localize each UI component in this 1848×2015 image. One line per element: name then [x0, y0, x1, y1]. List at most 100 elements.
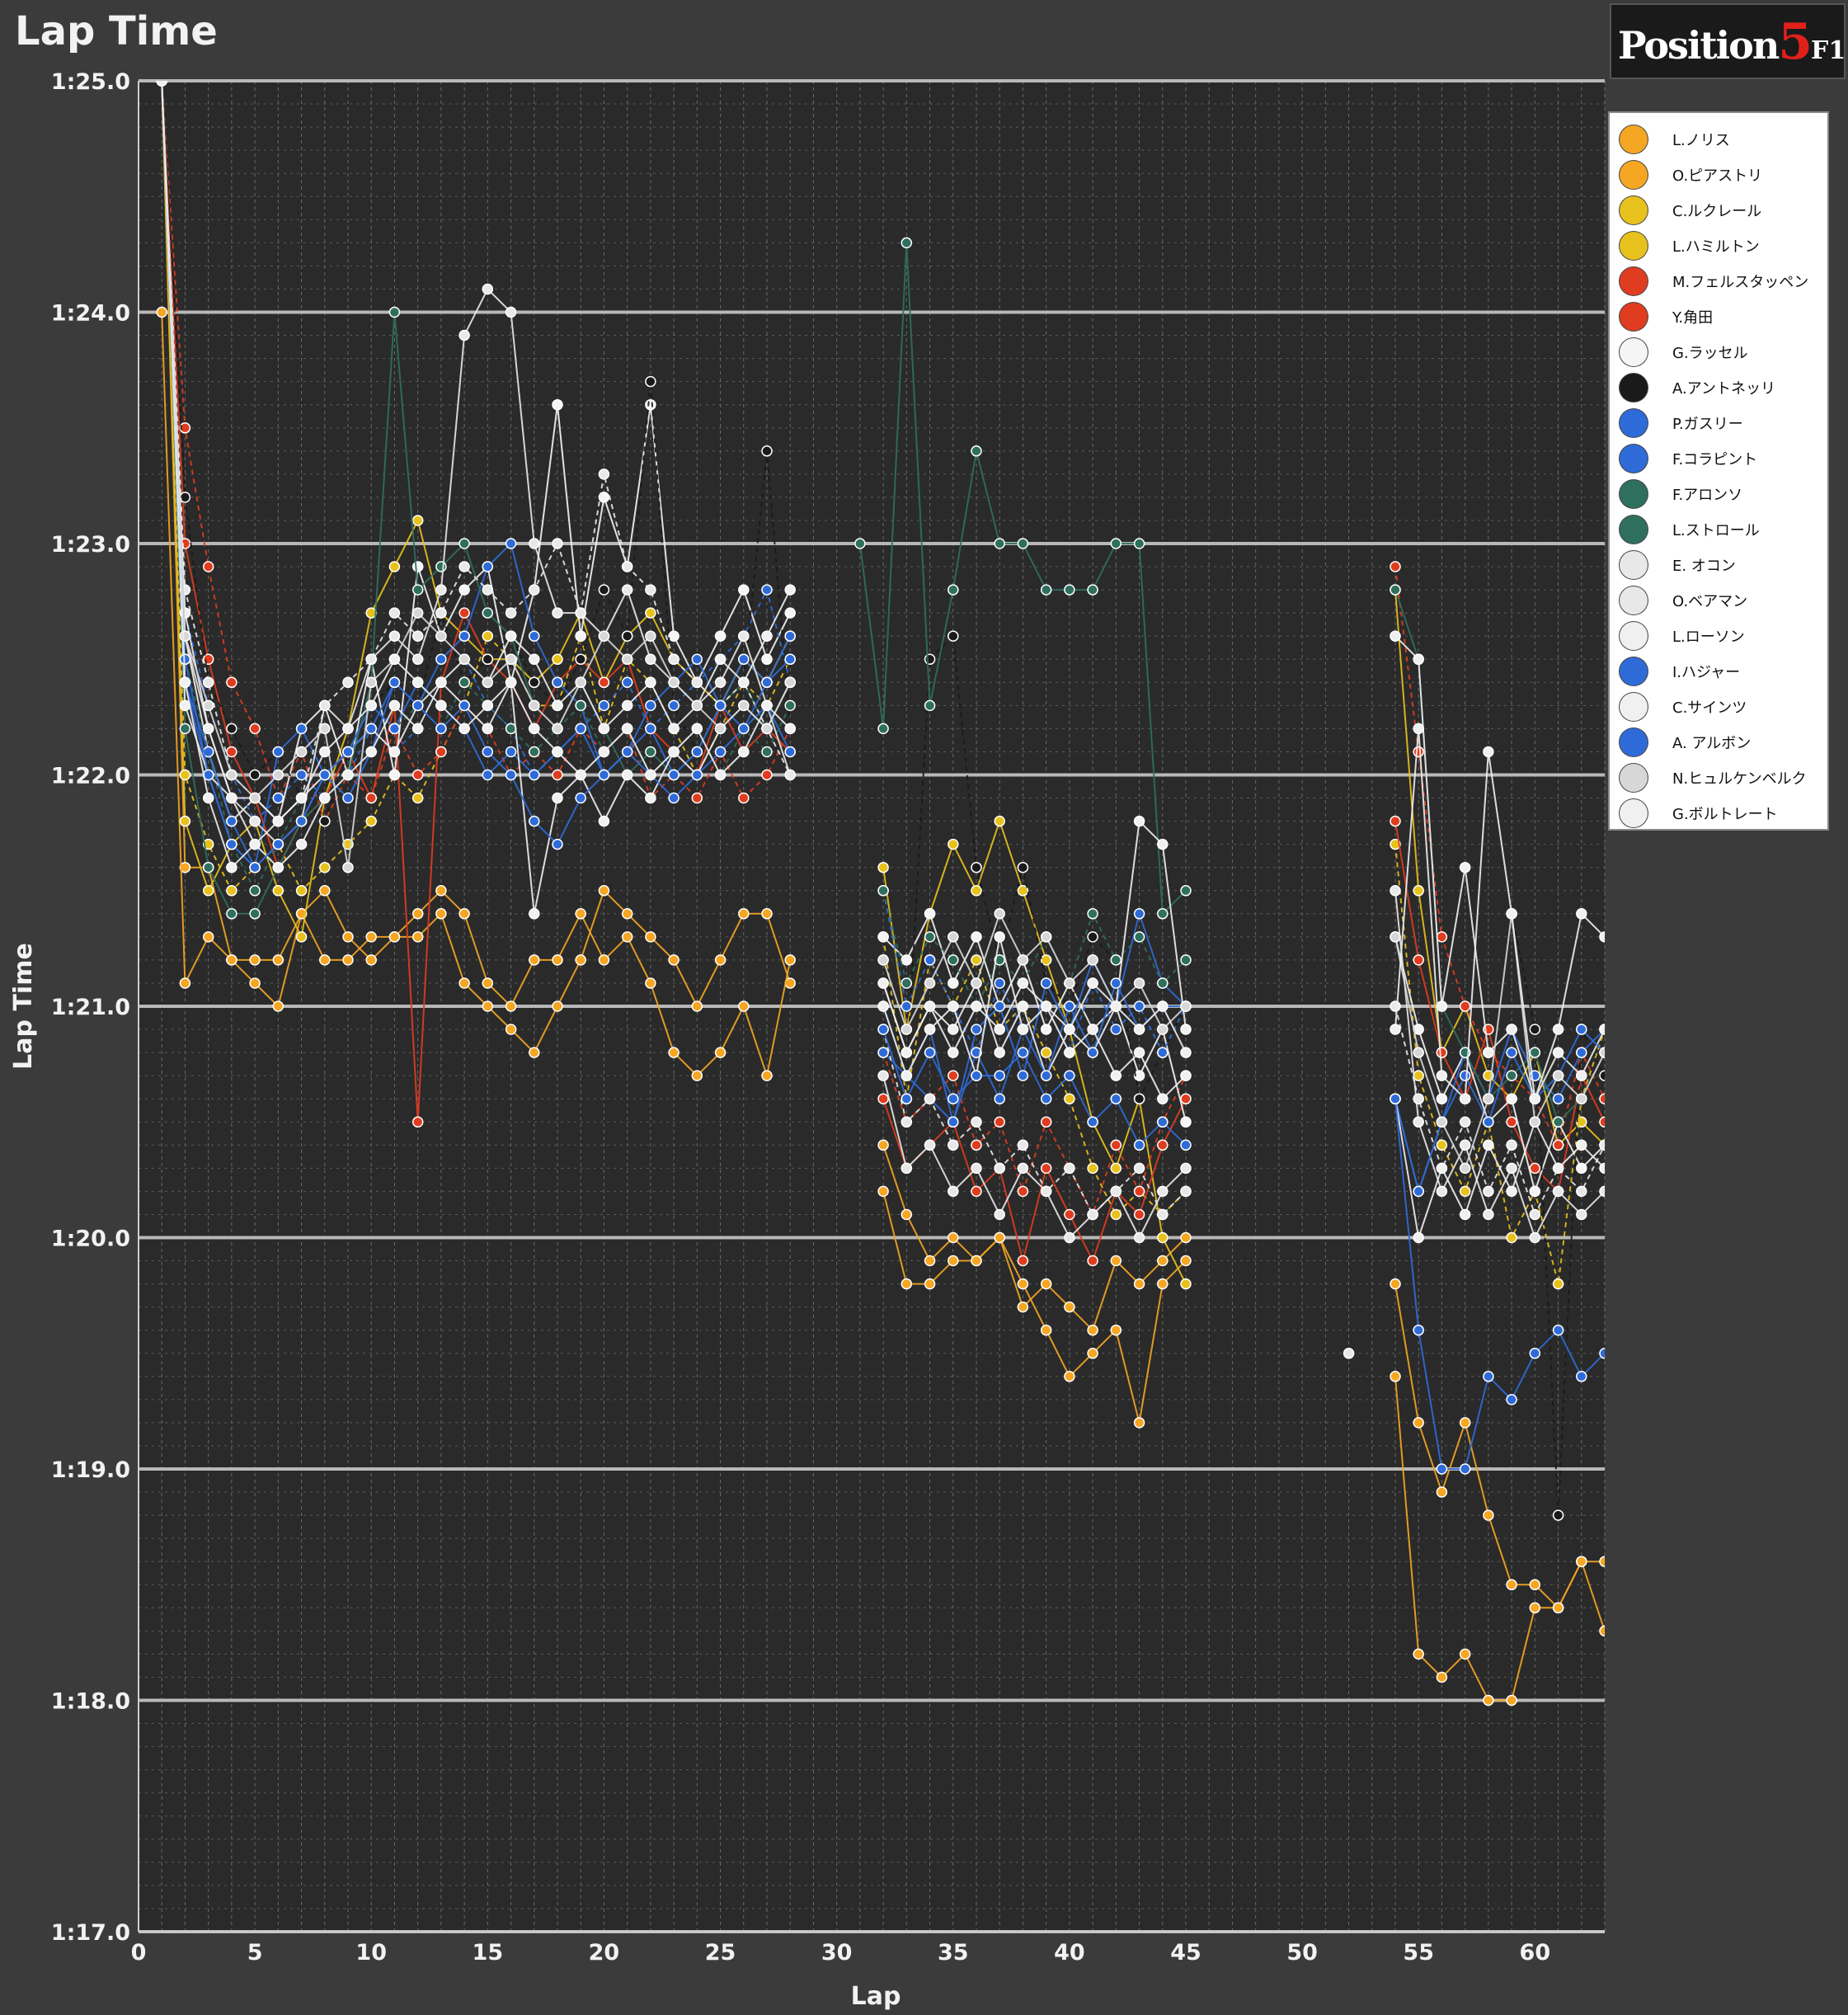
legend-label: L.ハミルトン	[1672, 238, 1760, 256]
data-point	[1506, 1185, 1517, 1198]
data-point	[1157, 1139, 1169, 1151]
data-point	[388, 607, 401, 619]
legend-item: G.ボルトレート	[1620, 797, 1822, 830]
data-point	[1064, 584, 1075, 596]
data-point	[226, 769, 237, 781]
data-point	[458, 538, 470, 549]
data-point	[1110, 1000, 1122, 1012]
data-point	[1413, 1324, 1424, 1336]
data-point	[900, 1278, 913, 1290]
series-line	[161, 81, 792, 869]
data-point	[1506, 1024, 1517, 1035]
data-point	[1459, 1162, 1471, 1175]
data-point	[1576, 1070, 1587, 1081]
data-point	[1133, 538, 1145, 549]
data-point	[668, 1047, 679, 1058]
data-point	[761, 769, 773, 781]
position5-logo: Position5F1 blog	[1610, 3, 1848, 79]
legend-label: F.アロンソ	[1672, 487, 1743, 504]
data-point	[691, 699, 703, 712]
data-point	[738, 746, 750, 758]
series-line	[882, 818, 1187, 1285]
data-point	[1110, 977, 1122, 989]
data-point	[691, 653, 703, 666]
data-point	[900, 1116, 913, 1128]
data-point	[295, 792, 308, 804]
data-point	[529, 954, 540, 966]
data-point	[645, 630, 656, 642]
data-point	[924, 1139, 936, 1151]
data-point	[1390, 885, 1401, 897]
series-line	[1394, 728, 1605, 1101]
data-point	[529, 584, 540, 596]
data-point	[295, 723, 308, 735]
data-point	[1459, 1648, 1471, 1660]
data-point	[388, 306, 401, 318]
data-point	[924, 931, 936, 943]
data-point	[784, 746, 796, 758]
data-point	[1413, 1070, 1424, 1081]
data-point	[482, 699, 494, 712]
data-point	[458, 561, 470, 572]
data-point	[598, 630, 610, 642]
legend-item: L.ハミルトン	[1620, 229, 1822, 262]
series-line	[161, 312, 792, 1079]
data-point	[249, 769, 261, 781]
series-line	[882, 634, 1187, 1102]
data-point	[365, 723, 377, 735]
data-point	[1133, 1162, 1145, 1175]
legend-item: N.ヒュルケンベルク	[1620, 761, 1822, 794]
data-point	[645, 723, 656, 735]
data-point	[1017, 861, 1029, 873]
data-point	[342, 931, 354, 943]
data-point	[1017, 977, 1029, 989]
data-point	[179, 861, 191, 873]
series-line	[161, 81, 792, 1054]
data-point	[575, 769, 586, 781]
data-point	[1017, 1024, 1029, 1035]
data-point	[411, 584, 424, 596]
data-point	[621, 769, 633, 781]
data-point	[272, 746, 284, 758]
data-point	[342, 769, 354, 781]
data-point	[1599, 1070, 1605, 1081]
data-point	[784, 954, 796, 966]
data-point	[388, 676, 401, 689]
legend-label: Y.角田	[1672, 309, 1714, 327]
data-point	[948, 931, 959, 943]
data-point	[691, 1070, 703, 1081]
data-point	[621, 653, 633, 666]
data-point	[924, 1024, 936, 1035]
data-point	[948, 954, 959, 966]
data-point	[529, 769, 540, 781]
data-point	[598, 492, 610, 503]
legend-item: C.サインツ	[1620, 690, 1822, 723]
data-point	[295, 885, 308, 897]
data-point	[1599, 1162, 1605, 1175]
data-point	[1436, 1139, 1448, 1151]
legend-item: F.アロンソ	[1620, 478, 1822, 511]
data-point	[1552, 1509, 1564, 1521]
data-point	[1110, 1162, 1122, 1175]
data-point	[319, 954, 331, 966]
data-point	[458, 908, 470, 920]
data-point	[1506, 1093, 1517, 1104]
series-line	[1394, 635, 1605, 1101]
data-point	[948, 630, 959, 642]
data-point	[505, 607, 517, 619]
data-point	[1390, 1093, 1401, 1104]
data-point	[971, 931, 982, 943]
data-point	[552, 653, 563, 666]
data-point	[529, 699, 540, 712]
legend-item: P.ガスリー	[1620, 407, 1822, 440]
data-point	[1576, 1047, 1587, 1058]
data-point	[1040, 1324, 1052, 1336]
data-point	[1483, 1208, 1494, 1221]
data-point	[1087, 908, 1098, 920]
data-point	[1552, 1070, 1564, 1081]
data-point	[1040, 1185, 1052, 1198]
data-point	[645, 676, 656, 689]
data-point	[714, 676, 727, 689]
data-point	[272, 769, 284, 781]
data-point	[598, 699, 610, 712]
